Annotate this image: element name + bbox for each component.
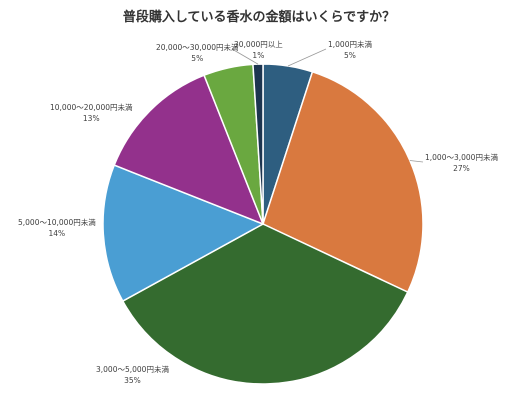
leader-line: [287, 48, 327, 67]
pie-slice-3: [121, 223, 409, 385]
slice-percent-label: 1%: [252, 51, 264, 60]
pie-slice-5: [113, 74, 265, 226]
slice-percent-label: 5%: [191, 54, 203, 63]
slice-label: 5,000～10,000円未満: [18, 217, 96, 227]
slice-label: 1,000円未満: [328, 39, 372, 49]
slice-label: 20,000～30,000円未満: [156, 42, 239, 52]
slice-label: 1,000～3,000円未満: [425, 152, 498, 162]
slice-percent-label: 5%: [344, 51, 356, 60]
slice-percent-label: 27%: [453, 164, 470, 173]
slice-percent-label: 14%: [49, 229, 66, 238]
slice-percent-label: 35%: [124, 376, 141, 385]
leader-line: [409, 160, 424, 163]
slice-label: 30,000円以上: [234, 40, 283, 49]
leader-lines: [231, 48, 424, 163]
slice-label: 10,000～20,000円未満: [50, 102, 133, 112]
pie-slice-4: [102, 164, 265, 303]
pie-slices: [102, 63, 424, 385]
chart-title: 普段購入している香水の金額はいくらですか？: [122, 10, 396, 25]
slice-labels: 1,000円未満 5% 1,000～3,000円未満 27% 3,000～5,000円未…: [18, 39, 498, 385]
slice-percent-label: 13%: [83, 114, 100, 123]
leader-line: [231, 48, 259, 65]
slice-label: 3,000～5,000円未満: [96, 364, 169, 374]
